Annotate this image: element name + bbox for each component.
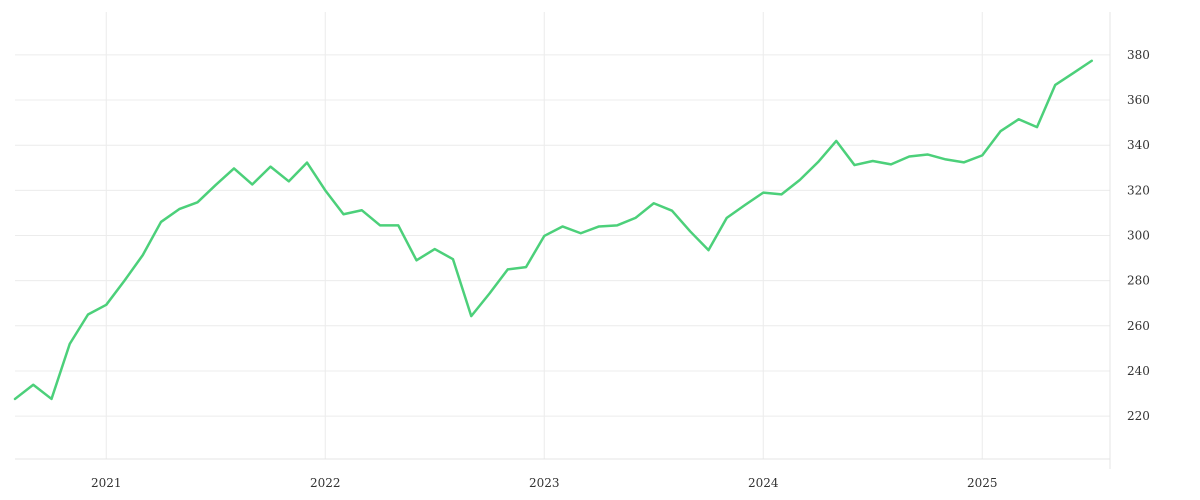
data-point: [251, 183, 253, 185]
x-tick-label: 2023: [529, 476, 560, 490]
data-point: [1036, 126, 1038, 128]
y-tick-label: 280: [1127, 274, 1150, 288]
x-tick-label: 2025: [967, 476, 998, 490]
data-point: [1072, 72, 1074, 74]
data-point: [981, 154, 983, 156]
x-tick-label: 2021: [91, 476, 122, 490]
data-point: [105, 304, 107, 306]
data-point: [50, 398, 52, 400]
tick-labels: 220 240 260 280 300 320 340 360 380 2021 2022 2023 2…: [91, 48, 1150, 490]
data-point: [415, 259, 417, 261]
y-tick-label: 340: [1127, 138, 1150, 152]
data-point: [69, 343, 71, 345]
data-point: [762, 191, 764, 193]
data-point: [689, 230, 691, 232]
data-point: [507, 268, 509, 270]
data-point: [744, 204, 746, 206]
data-point: [707, 249, 709, 251]
data-point: [452, 258, 454, 260]
data-point: [306, 161, 308, 163]
data-point: [324, 189, 326, 191]
data-point: [14, 398, 16, 400]
y-tick-label: 240: [1127, 364, 1150, 378]
data-point: [196, 201, 198, 203]
data-point: [671, 209, 673, 211]
data-point: [1018, 118, 1020, 120]
data-point: [32, 384, 34, 386]
data-point: [890, 163, 892, 165]
series-line: [13, 59, 1093, 401]
data-point: [233, 167, 235, 169]
grid: [15, 12, 1110, 459]
data-point: [269, 165, 271, 167]
data-point: [434, 248, 436, 250]
data-point: [543, 235, 545, 237]
data-point: [872, 160, 874, 162]
data-point: [835, 140, 837, 142]
data-point: [1054, 84, 1056, 86]
series-layer: [13, 59, 1093, 401]
data-point: [799, 179, 801, 181]
data-point: [160, 221, 162, 223]
data-point: [999, 130, 1001, 132]
data-point: [726, 217, 728, 219]
data-point: [1091, 60, 1093, 62]
data-point: [178, 208, 180, 210]
data-point: [470, 315, 472, 317]
data-point: [397, 224, 399, 226]
data-point: [123, 279, 125, 281]
y-tick-label: 320: [1127, 183, 1150, 197]
data-point: [561, 225, 563, 227]
data-point: [215, 184, 217, 186]
data-point: [945, 158, 947, 160]
x-tick-label: 2024: [748, 476, 779, 490]
data-point: [361, 209, 363, 211]
data-point: [926, 153, 928, 155]
data-point: [342, 213, 344, 215]
data-point: [963, 161, 965, 163]
data-point: [288, 180, 290, 182]
data-point: [598, 225, 600, 227]
data-point: [87, 313, 89, 315]
data-point: [653, 202, 655, 204]
y-tick-label: 360: [1127, 93, 1150, 107]
data-point: [853, 164, 855, 166]
data-point: [908, 155, 910, 157]
data-point: [525, 266, 527, 268]
x-tick-label: 2022: [310, 476, 341, 490]
data-point: [780, 193, 782, 195]
data-point: [817, 161, 819, 163]
y-tick-label: 260: [1127, 319, 1150, 333]
data-point: [488, 292, 490, 294]
data-point: [634, 217, 636, 219]
data-point: [142, 254, 144, 256]
data-point: [580, 232, 582, 234]
axes: [15, 12, 1111, 469]
y-tick-label: 220: [1127, 409, 1150, 423]
data-point: [379, 224, 381, 226]
data-point: [616, 224, 618, 226]
y-tick-label: 380: [1127, 48, 1150, 62]
y-tick-label: 300: [1127, 229, 1150, 243]
